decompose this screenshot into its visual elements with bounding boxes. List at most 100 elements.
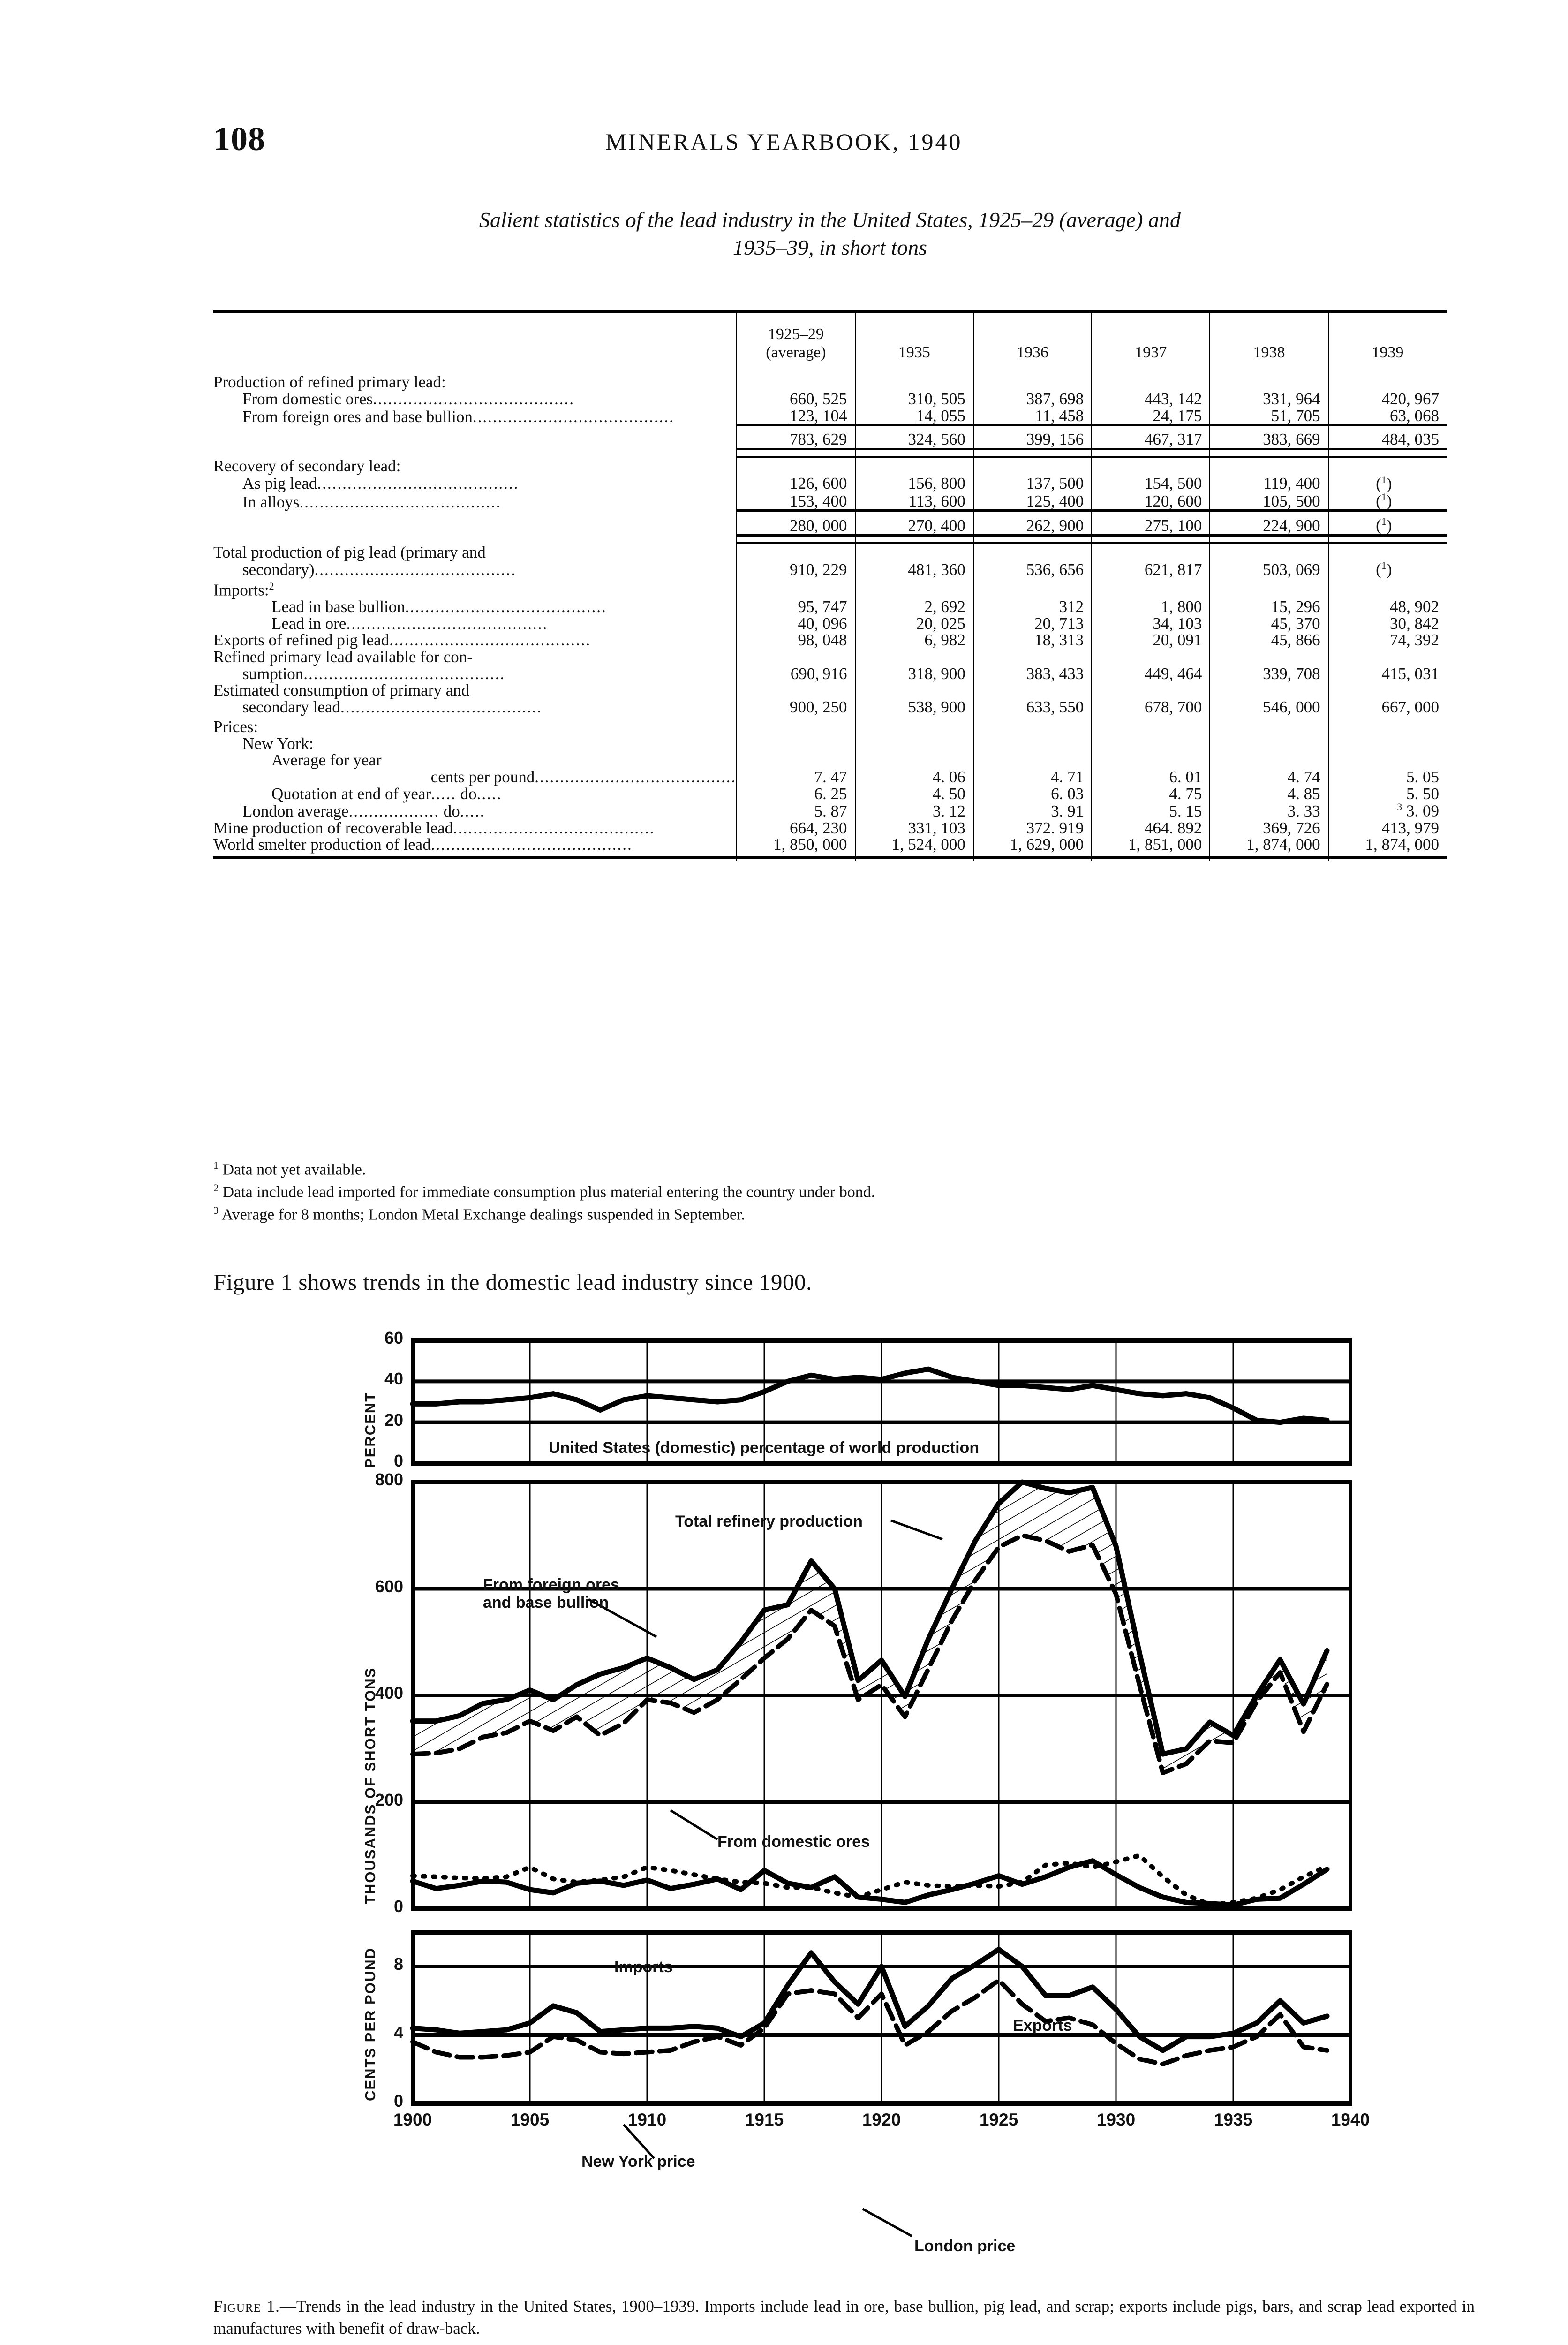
table-cell: 270, 400 — [854, 516, 973, 536]
footnote-3: 3 Average for 8 months; London Metal Exc… — [213, 1203, 1451, 1226]
table-cell — [1209, 374, 1328, 391]
leader-dots-2: ..... — [476, 784, 502, 803]
table-cell: 621, 817 — [1091, 560, 1210, 578]
table-cell: 383, 433 — [972, 666, 1092, 682]
ytick-bottom-8: 8 — [393, 1954, 403, 1974]
row-label: Lead in base bullion....................… — [213, 598, 737, 615]
table-cell — [1327, 581, 1447, 599]
row-label — [213, 431, 737, 449]
figure-chart-svg — [410, 1338, 1352, 2238]
row-label-text: As pig lead — [242, 474, 317, 493]
table-cell — [972, 374, 1092, 391]
table-cell: (1) — [1327, 492, 1447, 511]
table-cell: 95, 747 — [736, 598, 855, 615]
column-header-1938: 1938 — [1209, 310, 1328, 374]
leader-from-foreign-ores — [588, 1598, 657, 1638]
table-row: From domestic ores......................… — [213, 391, 1447, 408]
leader-dots: ........................................ — [317, 474, 519, 493]
table-cell: 538, 900 — [854, 699, 973, 716]
table-rule-row — [213, 534, 1447, 544]
row-label: secondary lead..........................… — [213, 699, 737, 716]
table-row: 783, 629 324, 560 399, 156 467, 317 383, 669… — [213, 431, 1447, 449]
table-cell: 331, 964 — [1209, 391, 1328, 408]
row-label-text: cents per pound — [430, 767, 535, 786]
xtick-1905: 1905 — [510, 2110, 550, 2129]
row-label: Mine production of recoverable lead.....… — [213, 818, 737, 837]
row-label: As pig lead.............................… — [213, 475, 737, 492]
table-cell: 4. 06 — [854, 769, 973, 786]
footnote-3-text: Average for 8 months; London Metal Excha… — [221, 1206, 745, 1224]
row-label-text: In alloys — [242, 493, 300, 512]
table-cell — [736, 718, 855, 735]
footnote-1: 1 Data not yet available. — [213, 1158, 1451, 1181]
row-label-text: Production of refined primary lead: — [213, 373, 446, 392]
table-cell — [1327, 374, 1447, 391]
table-cell: 153, 400 — [736, 492, 855, 511]
leader-dots: ........................................ — [430, 835, 633, 854]
ytick-middle-0: 0 — [393, 1897, 403, 1916]
table-caption-line2: 1935–39, in short tons — [732, 235, 927, 259]
leader-dots: ........................................ — [453, 818, 655, 837]
column-header-1925-29: 1925–29 (average) — [736, 310, 855, 374]
table-cell: 415, 031 — [1327, 666, 1447, 682]
table-cell: 1, 524, 000 — [854, 836, 973, 853]
table-spacer-row — [213, 853, 1447, 858]
annotation-from-domestic-ores: From domestic ores — [717, 1833, 870, 1851]
table-cell: 6. 25 — [736, 785, 855, 802]
table-cell — [1209, 718, 1328, 735]
table-rule-row — [213, 509, 1447, 517]
table-cell: 660, 525 — [736, 391, 855, 408]
row-label — [213, 516, 737, 535]
ytick-middle-600: 600 — [375, 1576, 403, 1596]
table-cell: 324, 560 — [854, 431, 973, 449]
table-cell: 1, 629, 000 — [972, 836, 1092, 853]
table-cell — [854, 581, 973, 599]
table-spacer-row — [213, 715, 1447, 719]
row-label-text: Average for year — [271, 751, 382, 770]
table-cell: 125, 400 — [972, 492, 1092, 511]
table-cell — [736, 543, 855, 561]
leader-london-price — [862, 2208, 913, 2238]
table-cell: 387, 698 — [972, 391, 1092, 408]
table-cell: 1, 800 — [1091, 598, 1210, 615]
figure-caption: Figure 1.—Trends in the lead industry in… — [213, 2296, 1475, 2339]
table-cell: 224, 900 — [1209, 516, 1328, 536]
table-cell — [854, 456, 973, 475]
table-head: 1925–29 (average) 1935 1936 1937 1938 19… — [213, 310, 1447, 374]
table-cell: 383, 669 — [1209, 431, 1328, 449]
table-cell: 678, 700 — [1091, 699, 1210, 716]
table-cell: 5. 15 — [1091, 802, 1210, 820]
table-cell — [736, 735, 855, 752]
table-header-row: 1925–29 (average) 1935 1936 1937 1938 19… — [213, 310, 1447, 374]
row-label-text: World smelter production of lead — [213, 835, 431, 854]
leader-dots: ........................................ — [340, 698, 542, 717]
table-cell: 156, 800 — [854, 474, 973, 492]
table-cell: 154, 500 — [1091, 474, 1210, 492]
xtick-1935: 1935 — [1214, 2110, 1253, 2129]
table-cell: 45, 370 — [1209, 615, 1328, 632]
row-label-text: Estimated consumption of primary and — [213, 681, 470, 700]
row-label-text: Recovery of secondary lead: — [213, 456, 401, 475]
table-cell: 74, 392 — [1327, 632, 1447, 649]
leader-dots: ..... — [431, 784, 456, 803]
table-row: Mine production of recoverable lead.....… — [213, 818, 1447, 837]
ytick-top-0: 0 — [393, 1451, 403, 1470]
table-cell — [1327, 456, 1447, 475]
row-label-text: Prices: — [213, 717, 258, 736]
table-row: Production of refined primary lead: — [213, 374, 1447, 391]
table-cell — [854, 682, 973, 699]
table-cell: 464. 892 — [1091, 819, 1210, 837]
table-cell: 280, 000 — [736, 516, 855, 536]
table-cell: 1, 874, 000 — [1327, 836, 1447, 853]
row-label: Imports:2 — [213, 581, 737, 598]
row-label-footnote-mark: 2 — [269, 580, 274, 592]
table-row: Lead in ore.............................… — [213, 615, 1447, 632]
table-cell: 20, 713 — [972, 615, 1092, 632]
table-cell: 15, 296 — [1209, 598, 1328, 615]
table-cell: 48, 902 — [1327, 598, 1447, 615]
table-cell: 369, 726 — [1209, 819, 1328, 837]
table-row: Estimated consumption of primary and — [213, 682, 1447, 699]
table-row: Exports of refined pig lead.............… — [213, 632, 1447, 649]
table-cell — [1209, 649, 1328, 666]
